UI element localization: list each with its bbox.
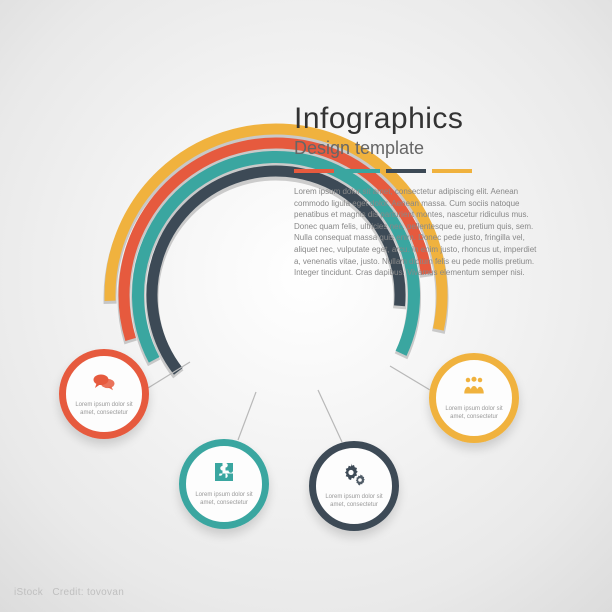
underline-segment: [432, 169, 472, 173]
watermark-brand: iStock: [14, 587, 43, 598]
connector-line: [148, 362, 190, 388]
node-ring: [179, 439, 269, 529]
connector-line: [238, 392, 256, 440]
node-people: Lorem ipsum dolor sit amet, consectetur: [429, 353, 519, 443]
node-chat: Lorem ipsum dolor sit amet, consectetur: [59, 349, 149, 439]
description-paragraph: Lorem ipsum dolor sit amet, consectetur …: [294, 186, 542, 279]
node-ring: [59, 349, 149, 439]
infographic-canvas: Infographics Design template Lorem ipsum…: [0, 0, 612, 612]
node-ring: [309, 441, 399, 531]
node-connectors: [0, 0, 612, 612]
node-ring: [429, 353, 519, 443]
connector-line: [318, 390, 342, 442]
underline-segment: [386, 169, 426, 173]
watermark: iStock Credit: tovovan: [14, 587, 124, 598]
node-puzzle: Lorem ipsum dolor sit amet, consectetur: [179, 439, 269, 529]
title-sub: Design template: [294, 138, 472, 159]
title-underline: [294, 169, 472, 173]
underline-segment: [340, 169, 380, 173]
watermark-credit: Credit: tovovan: [52, 587, 124, 598]
node-gears: Lorem ipsum dolor sit amet, consectetur: [309, 441, 399, 531]
title-main: Infographics: [294, 102, 472, 136]
underline-segment: [294, 169, 334, 173]
concentric-arcs: [0, 0, 612, 612]
title-block: Infographics Design template: [294, 102, 472, 173]
connector-line: [390, 366, 430, 390]
